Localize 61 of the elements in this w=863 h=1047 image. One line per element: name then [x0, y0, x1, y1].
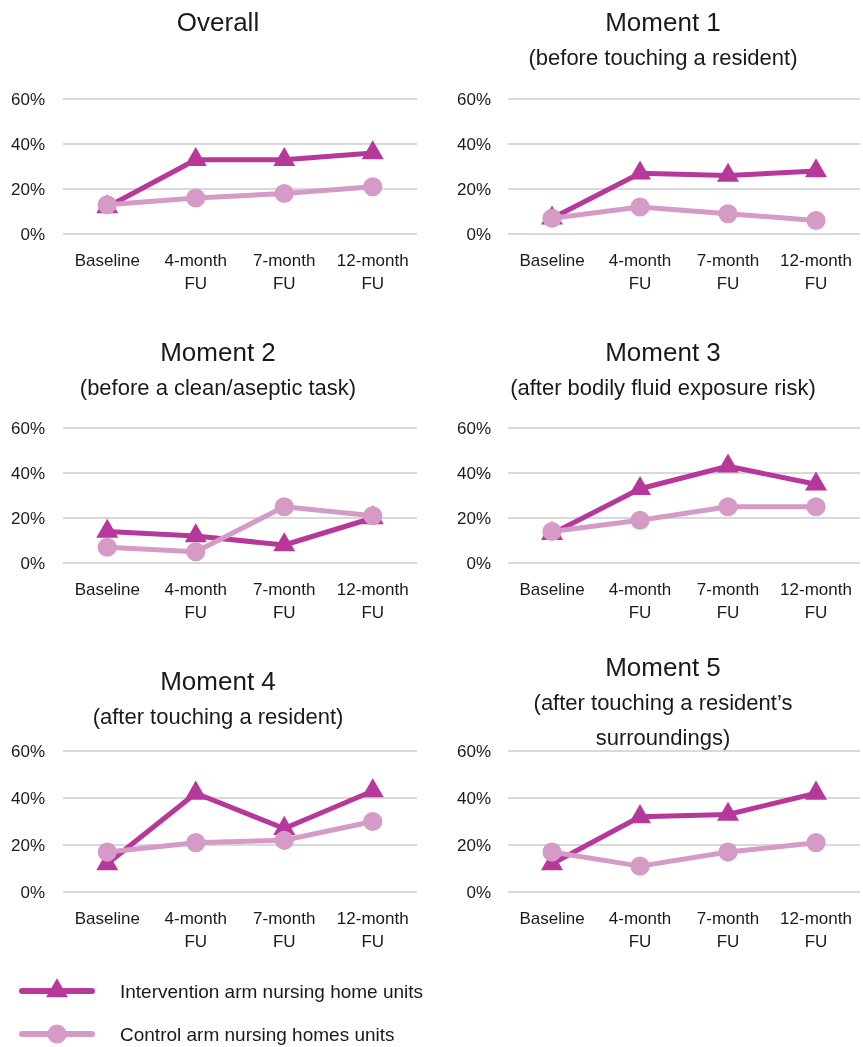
x-tick-label: Baseline	[74, 250, 140, 270]
y-tick-label: 40%	[456, 788, 491, 808]
chart-subtitle: (after touching a resident)	[92, 703, 344, 729]
chart-title: Moment 1	[605, 7, 721, 37]
x-tick-label: 12-month FU	[336, 908, 409, 951]
y-tick-label: 60%	[456, 89, 491, 109]
x-tick-label: 7-month FU	[253, 579, 316, 622]
chart-title: Moment 3	[605, 337, 721, 367]
y-tick-label: 0%	[466, 224, 491, 244]
y-tick-label: 40%	[456, 463, 491, 483]
x-tick-label: 12-month FU	[336, 579, 409, 622]
y-tick-label: 20%	[456, 508, 491, 528]
y-tick-label: 60%	[456, 418, 491, 438]
chart-subtitle: (after touching a resident’s surroundings)	[533, 689, 793, 750]
legend-label: Intervention arm nursing home units	[120, 980, 424, 1002]
x-tick-label: Baseline	[74, 908, 140, 928]
y-tick-label: 40%	[10, 463, 45, 483]
x-tick-label: 7-month FU	[253, 908, 316, 951]
x-tick-label: 12-month FU	[780, 250, 852, 293]
x-tick-label: 4-month FU	[164, 908, 227, 951]
y-tick-label: 0%	[466, 882, 491, 902]
x-tick-label: 7-month FU	[696, 250, 760, 293]
y-tick-label: 40%	[456, 134, 491, 154]
y-tick-label: 20%	[456, 835, 491, 855]
x-tick-label: 4-month FU	[164, 579, 227, 622]
y-tick-label: 60%	[456, 741, 491, 761]
legend-label: Control arm nursing homes units	[120, 1023, 395, 1045]
y-tick-label: 60%	[10, 741, 45, 761]
chart-title: Moment 4	[160, 666, 276, 696]
x-tick-label: Baseline	[519, 579, 585, 599]
chart-title: Moment 5	[605, 652, 721, 682]
x-tick-label: 12-month FU	[336, 250, 409, 293]
y-tick-label: 20%	[456, 179, 491, 199]
x-tick-label: Baseline	[519, 250, 585, 270]
x-tick-label: 12-month FU	[780, 908, 852, 951]
y-tick-label: 20%	[10, 835, 45, 855]
y-tick-label: 40%	[10, 134, 45, 154]
x-tick-label: Baseline	[519, 908, 585, 928]
y-tick-label: 0%	[20, 882, 45, 902]
chart-subtitle: (before touching a resident)	[528, 44, 798, 70]
x-tick-label: 12-month FU	[780, 579, 852, 622]
x-tick-label: 7-month FU	[696, 579, 760, 622]
x-tick-label: 4-month FU	[608, 908, 672, 951]
x-tick-label: 4-month FU	[608, 250, 672, 293]
chart-subtitle: (after bodily fluid exposure risk)	[510, 374, 816, 400]
y-tick-label: 0%	[466, 553, 491, 573]
x-tick-label: 7-month FU	[696, 908, 760, 951]
y-tick-label: 60%	[10, 418, 45, 438]
y-tick-label: 20%	[10, 179, 45, 199]
y-tick-label: 0%	[20, 553, 45, 573]
chart-subtitle: (before a clean/aseptic task)	[79, 374, 357, 400]
x-tick-label: Baseline	[74, 579, 140, 599]
y-tick-label: 40%	[10, 788, 45, 808]
x-tick-label: 7-month FU	[253, 250, 316, 293]
y-tick-label: 0%	[20, 224, 45, 244]
chart-title: Moment 2	[160, 337, 276, 367]
y-tick-label: 20%	[10, 508, 45, 528]
x-tick-label: 4-month FU	[164, 250, 227, 293]
x-tick-label: 4-month FU	[608, 579, 672, 622]
y-tick-label: 60%	[10, 89, 45, 109]
chart-title: Overall	[176, 7, 260, 37]
